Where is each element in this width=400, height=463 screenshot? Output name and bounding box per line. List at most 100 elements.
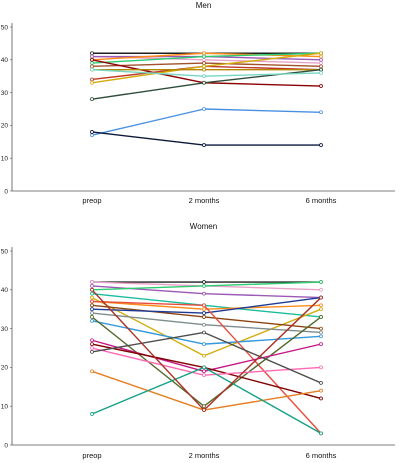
series-point — [319, 307, 323, 312]
series-point — [202, 51, 206, 56]
series-point — [90, 64, 94, 69]
y-tick-label: 20 — [1, 365, 9, 372]
series-point — [90, 130, 94, 134]
series-point — [319, 388, 323, 393]
series-point — [202, 373, 206, 378]
series-point — [90, 287, 94, 292]
series-point — [202, 64, 206, 69]
series-point — [202, 57, 206, 62]
series-point — [319, 330, 323, 335]
series-point — [90, 54, 94, 59]
series-line-18 — [91, 366, 322, 434]
series-point — [90, 346, 94, 350]
series-point — [90, 299, 94, 304]
series-point — [90, 77, 94, 82]
series-point — [202, 404, 206, 409]
series-point — [90, 369, 94, 374]
series-point — [202, 315, 206, 319]
series-point — [319, 67, 323, 72]
chart-panel-1: Women 0 10 20 30 40 50 preop 2 months 6 months — [1, 222, 395, 460]
series-point — [202, 303, 206, 308]
y-tick-label: 40 — [1, 287, 9, 294]
series-point — [90, 315, 94, 319]
y-tick-label: 20 — [1, 123, 9, 130]
series-point — [90, 303, 94, 308]
series-line-2 — [91, 285, 322, 299]
series-point — [202, 342, 206, 347]
series-point — [319, 396, 323, 401]
y-tick-label: 0 — [4, 442, 8, 449]
series-point — [90, 284, 94, 288]
y-tick-label: 40 — [1, 57, 9, 64]
x-category-label: 6 months — [306, 451, 337, 460]
y-tick-label: 50 — [1, 24, 9, 31]
series-point — [202, 54, 206, 59]
series-point — [202, 322, 206, 327]
series-point — [319, 365, 323, 370]
series-point — [202, 80, 206, 85]
series-point — [319, 326, 323, 331]
x-category-label: preop — [82, 196, 101, 205]
y-tick-label: 0 — [4, 188, 8, 195]
series-point — [319, 64, 323, 69]
chart-title: Men — [196, 1, 212, 10]
x-category-label: 6 months — [306, 196, 337, 205]
series-point — [319, 280, 323, 284]
series-point — [202, 330, 206, 335]
x-category-label: 2 months — [189, 451, 220, 460]
series-point — [90, 412, 94, 416]
y-tick-label: 30 — [1, 326, 9, 333]
series-point — [319, 334, 323, 339]
y-tick-label: 50 — [1, 248, 9, 255]
series-point — [319, 57, 323, 62]
series-point — [90, 349, 94, 354]
series-point — [319, 315, 323, 319]
series-point — [319, 303, 323, 308]
series-point — [319, 110, 323, 115]
series-point — [319, 381, 323, 385]
series-point — [202, 67, 206, 72]
series-point — [202, 307, 206, 312]
x-category-label: 2 months — [189, 196, 220, 205]
x-category-label: preop — [82, 451, 101, 460]
series-point — [319, 54, 323, 59]
series-point — [202, 408, 206, 412]
series-point — [90, 67, 94, 72]
series-point — [202, 311, 206, 315]
series-point — [90, 97, 94, 102]
series-point — [319, 61, 323, 65]
series-point — [90, 80, 94, 85]
series-point — [90, 342, 94, 347]
y-tick-label: 10 — [1, 156, 9, 163]
series-point — [319, 51, 323, 56]
series-point — [90, 61, 94, 65]
series-point — [202, 369, 206, 374]
series-line-12 — [91, 108, 322, 136]
series-point — [90, 338, 94, 343]
chart-panel-0: Men 0 10 20 30 40 50 preop 2 months 6 months — [1, 1, 395, 205]
series-point — [319, 84, 323, 88]
series-point — [319, 342, 323, 347]
series-point — [319, 431, 323, 436]
series-point — [202, 74, 206, 79]
series-point — [202, 143, 206, 147]
series-point — [202, 291, 206, 296]
series-point — [90, 307, 94, 312]
series-point — [202, 353, 206, 358]
series-point — [319, 143, 323, 147]
series-point — [202, 107, 206, 111]
series-point — [202, 61, 206, 65]
series-point — [90, 295, 94, 300]
series-point — [319, 71, 323, 75]
series-point — [90, 133, 94, 138]
series-point — [90, 318, 94, 323]
y-tick-label: 30 — [1, 90, 9, 97]
series-point — [319, 287, 323, 292]
y-tick-label: 10 — [1, 404, 9, 411]
series-point — [202, 365, 206, 370]
series-point — [202, 280, 206, 284]
series-point — [90, 291, 94, 296]
series-point — [90, 311, 94, 315]
